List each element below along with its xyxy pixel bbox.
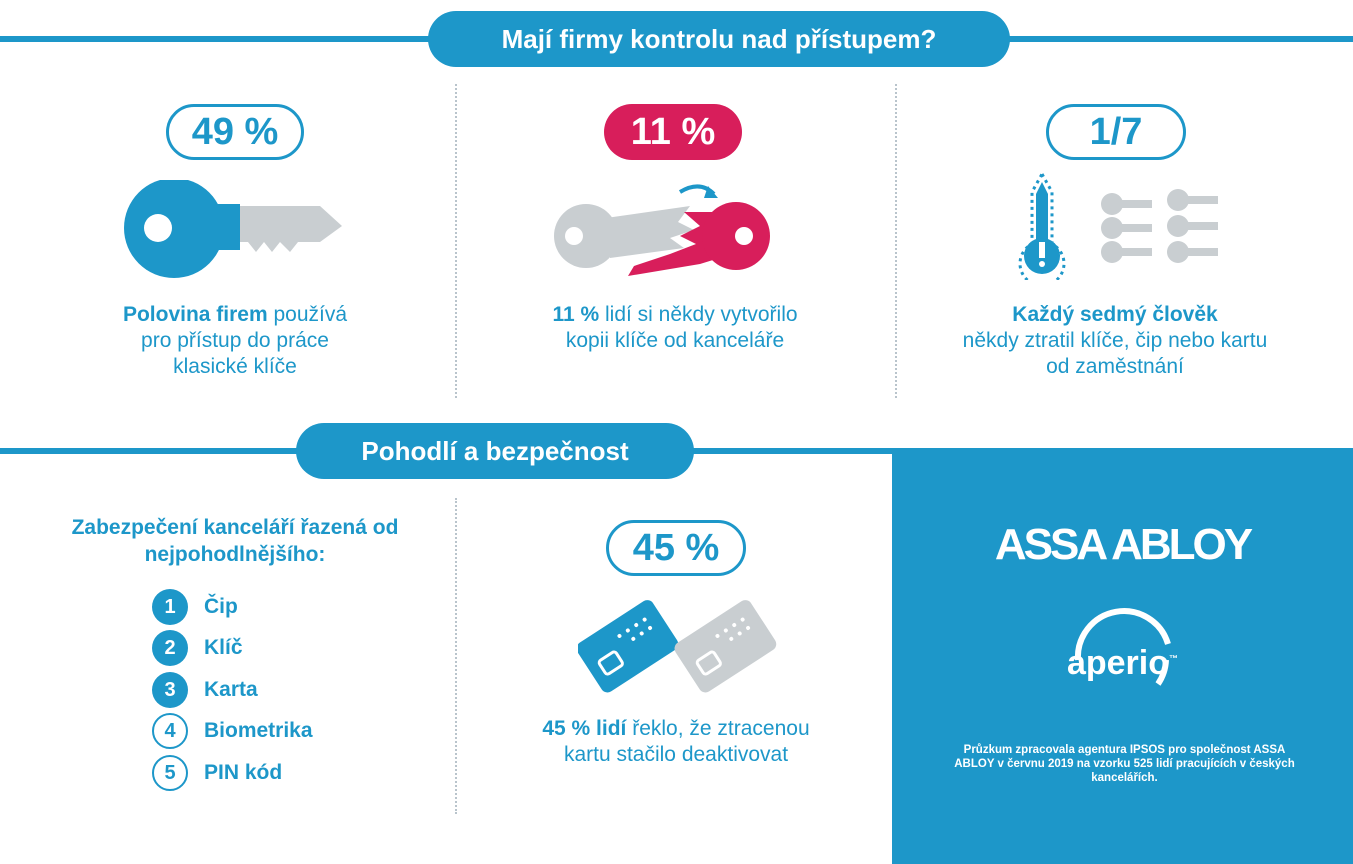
rank-number: 3 (152, 672, 188, 708)
divider (455, 84, 457, 398)
stat-badge-49: 49 % (166, 104, 304, 160)
stat-badge-45: 45 % (606, 520, 746, 576)
ranking-item: 3 Karta (152, 672, 258, 708)
divider (455, 498, 457, 814)
rank-label: Klíč (204, 636, 243, 659)
header-line-right (1000, 36, 1353, 42)
header-line-right (680, 448, 892, 454)
aperio-logo: aperio™ (1066, 644, 1179, 682)
stat-caption-classic-keys: Polovina firem používá pro přístup do pr… (122, 303, 348, 378)
access-cards-icon (578, 600, 777, 693)
rank-label: Karta (204, 678, 258, 701)
ranking-item: 2 Klíč (152, 630, 243, 666)
section-title-convenience: Pohodlí a bezpečnost (296, 423, 694, 479)
rank-number: 1 (152, 589, 188, 625)
rank-number: 2 (152, 630, 188, 666)
key-icon (124, 180, 342, 278)
aperio-arc-icon (1074, 608, 1171, 686)
rank-label: PIN kód (204, 761, 283, 784)
stat-caption-card-deactivation: 45 % lidí řeklo, že ztracenou kartu stač… (542, 717, 810, 766)
rank-label: Čip (204, 595, 238, 618)
stat-badge-1-7: 1/7 (1046, 104, 1186, 160)
stat-caption-lost-keys: Každý sedmý člověk někdy ztratil klíče, č… (962, 303, 1268, 378)
section-title-access-control: Mají firmy kontrolu nad přístupem? (428, 11, 1010, 67)
rank-number: 5 (152, 755, 188, 791)
brand-logo: ASSA ABLOY (994, 520, 1253, 569)
rank-label: Biometrika (204, 719, 313, 742)
stat-badge-11: 11 % (604, 104, 742, 160)
rank-number: 4 (152, 713, 188, 749)
lost-keys-icon (1018, 170, 1218, 280)
copied-key-icon (554, 184, 770, 276)
header-line-left (0, 36, 440, 42)
brand-panel: ASSA ABLOY aperio™ Průzkum zpracovala ag… (892, 448, 1353, 864)
stat-caption-key-copy: 11 % lidí si někdy vytvořilo kopii klíče… (552, 303, 798, 352)
header-line-left (0, 448, 310, 454)
ranking-title: Zabezpečení kanceláří řazená od nejpohod… (71, 516, 399, 566)
survey-note: Průzkum zpracovala agentura IPSOS pro sp… (954, 744, 1295, 784)
ranking-item: 1 Čip (152, 589, 238, 625)
ranking-item: 5 PIN kód (152, 755, 282, 791)
ranking-item: 4 Biometrika (152, 713, 313, 749)
divider (895, 84, 897, 398)
